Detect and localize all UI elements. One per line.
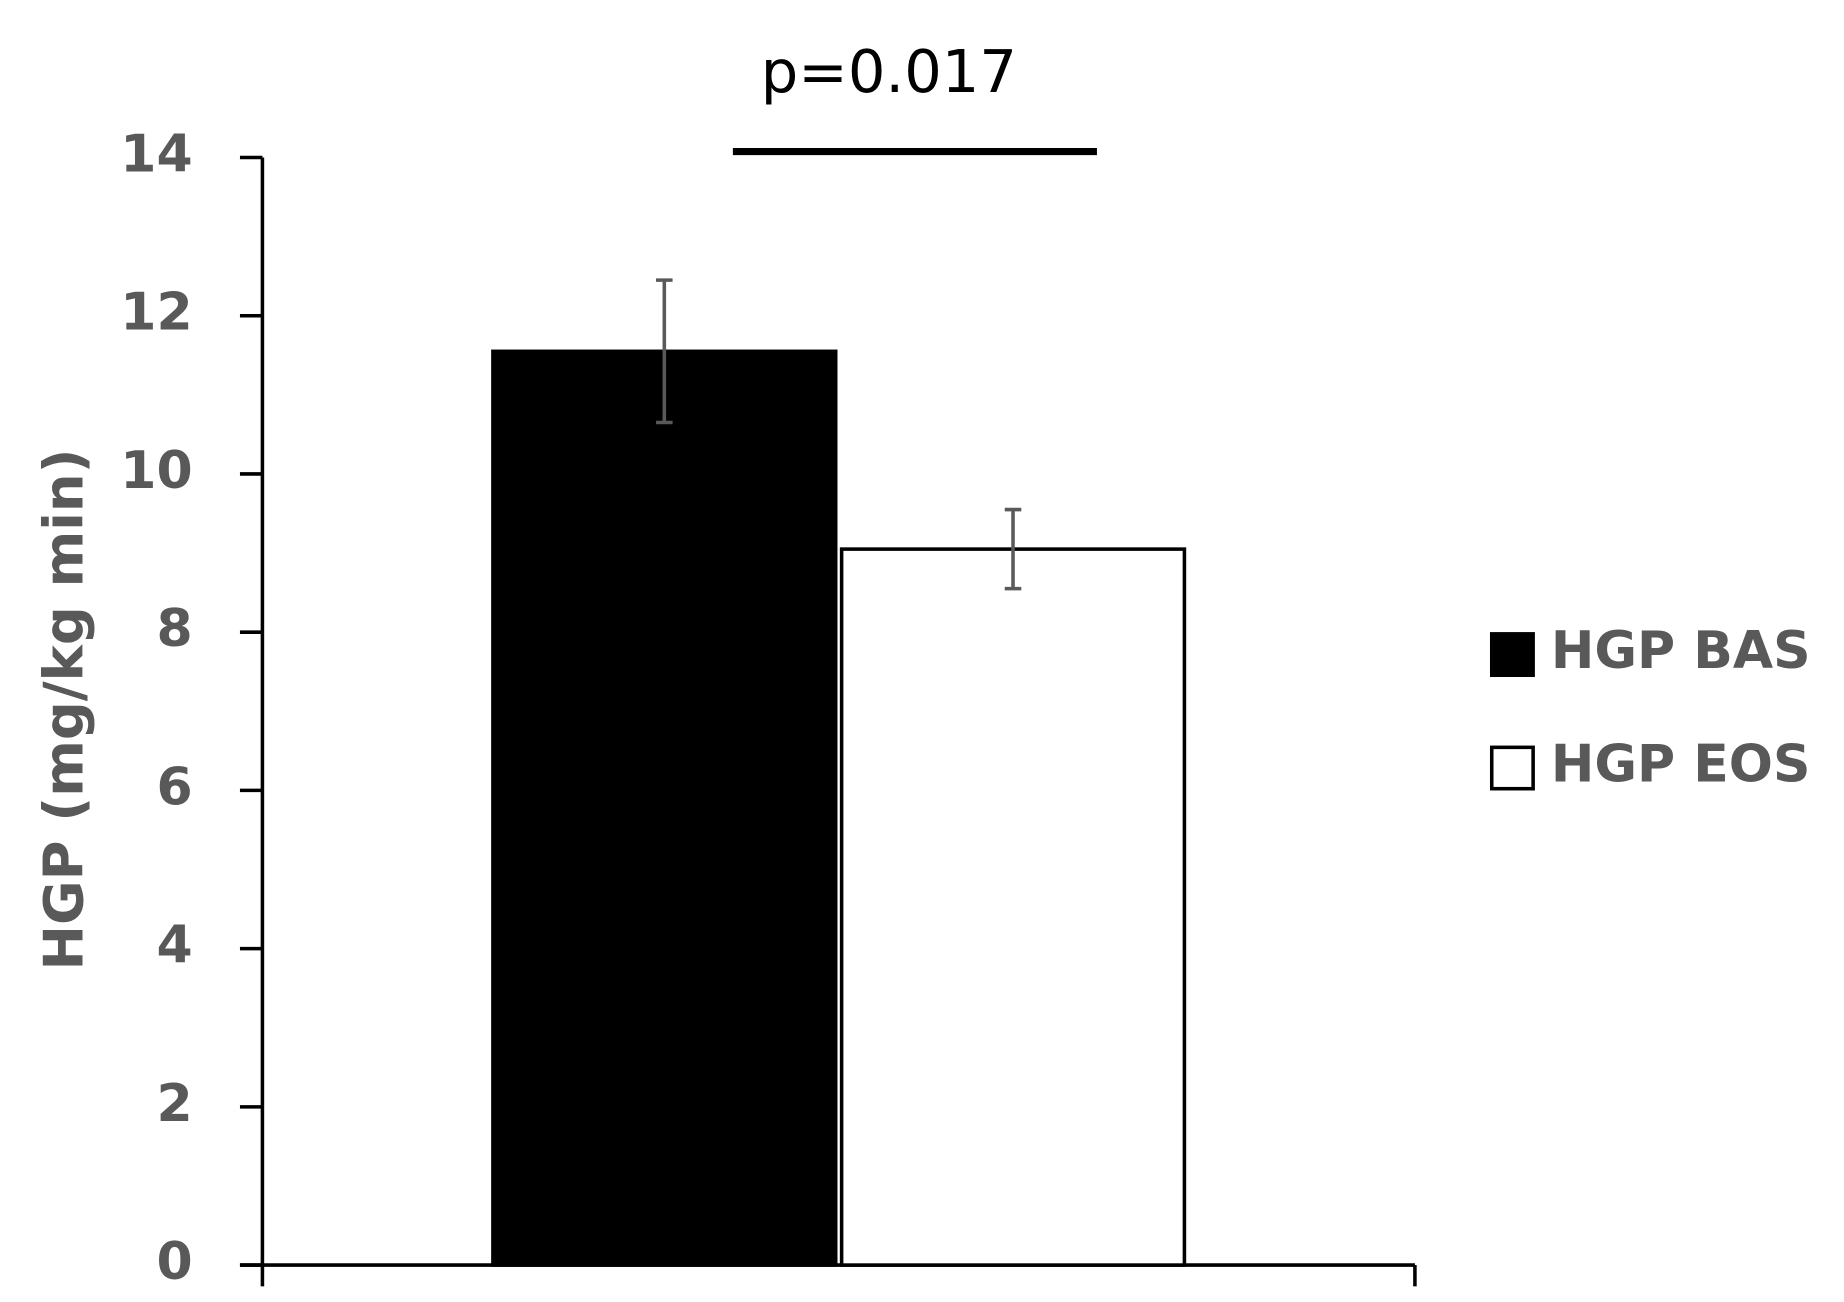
y-tick-label: 10 <box>120 441 192 501</box>
y-tick-label: 0 <box>156 1232 192 1292</box>
y-tick-label: 4 <box>156 916 192 976</box>
y-tick-label: 8 <box>156 599 192 659</box>
legend-swatch <box>1489 632 1535 678</box>
y-tick-label: 14 <box>120 124 192 184</box>
bar <box>491 349 838 1267</box>
y-tick-label: 6 <box>156 757 192 817</box>
error-bar <box>1004 507 1022 591</box>
legend-label: HGP BAS <box>1551 621 1811 681</box>
legend-swatch <box>1489 745 1535 791</box>
y-tick-label: 12 <box>120 283 192 343</box>
y-axis-label: HGP (mg/kg min) <box>33 449 96 971</box>
legend-label: HGP EOS <box>1551 734 1811 794</box>
annotation: p=0.017 <box>761 37 1017 106</box>
error-bar <box>656 278 673 425</box>
bar <box>839 547 1187 1267</box>
y-tick-label: 2 <box>156 1074 192 1134</box>
